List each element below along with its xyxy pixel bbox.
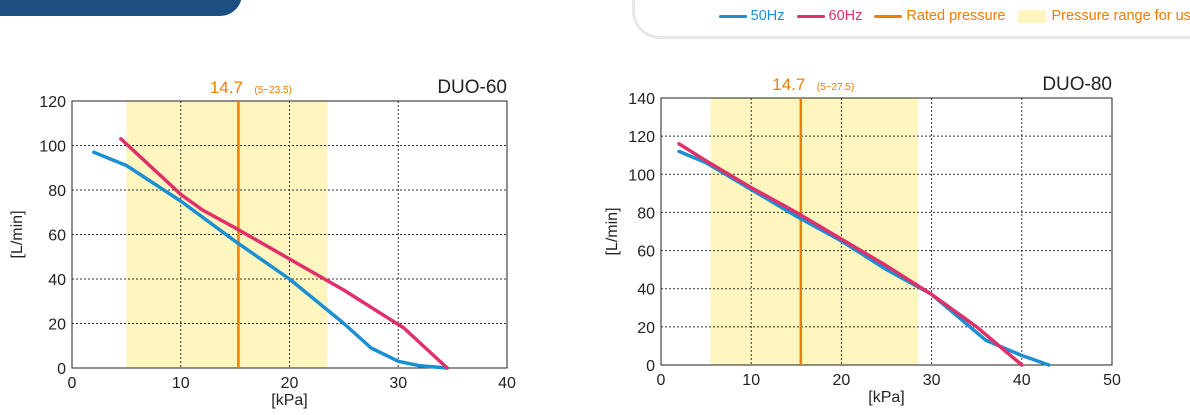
x-axis-label: [kPa] [271,392,307,409]
y-tick-label: 140 [628,91,655,108]
plot-frame [71,100,508,369]
y-tick-label: 20 [48,317,66,334]
x-tick-label: 40 [1013,372,1031,389]
y-tick-label: 40 [48,272,66,289]
y-tick-label: 40 [637,282,655,299]
y-tick-label: 100 [628,167,655,184]
rated-pressure-range-label: (5~23.5) [254,85,292,96]
x-tick-label: 30 [923,372,941,389]
x-tick-label: 20 [833,372,851,389]
legend-item-60hz: 60Hz [796,8,863,24]
legend-label-rated-pressure: Rated pressure [906,8,1006,24]
y-tick-label: 120 [39,94,66,111]
y-tick-label: 120 [628,129,655,146]
legend-item-pressure-range: Pressure range for use [1017,8,1190,24]
series-line-60hz [677,142,1024,367]
y-tick-label: 80 [48,183,66,200]
pressure-range-band [710,98,919,365]
chart-duo-80: 14.7 (5~27.5) DUO-80 0 10 20 30 40 50 0 20 40 60 80 10… [604,74,1121,406]
rated-pressure-range-label: (5~27.5) [817,82,855,93]
chart-title: DUO-60 [437,77,507,98]
legend-label-50hz: 50Hz [750,8,785,24]
legend-swatch-60hz [796,14,825,18]
legend-panel: 50Hz 60Hz Rated pressure Pressure range … [632,0,1190,39]
legend-label-60hz: 60Hz [828,8,863,24]
legend-swatch-50hz [718,14,747,18]
x-tick-label: 30 [389,375,407,392]
legend-label-pressure-range: Pressure range for use [1051,8,1190,24]
x-tick-label: 20 [281,375,299,392]
legend-swatch-rated-pressure [874,14,903,18]
y-tick-label: 80 [637,205,655,222]
x-tick-label: 10 [172,375,190,392]
x-tick-label: 40 [498,375,516,392]
chart-duo-60: 14.7 (5~23.5) DUO-60 0 10 20 30 40 0 20 40 60 80 100 1… [9,77,516,409]
series-line-50hz [92,150,449,370]
x-axis-label: [kPa] [868,389,904,406]
rated-pressure-label: 14.7 [772,75,805,94]
y-tick-label: 60 [637,244,655,261]
legend-item-rated-pressure: Rated pressure [874,8,1006,24]
x-tick-label: 0 [68,375,77,392]
series-line-60hz [119,137,449,370]
legend-item-50hz: 50Hz [718,8,785,24]
header-tab [0,0,242,16]
y-tick-label: 0 [646,358,655,375]
y-tick-label: 0 [57,361,66,378]
y-tick-label: 100 [39,139,66,156]
y-tick-label: 20 [637,320,655,337]
legend-swatch-pressure-range [1017,9,1046,23]
legend: 50Hz 60Hz Rated pressure Pressure range … [707,8,1190,24]
rated-pressure-label: 14.7 [210,78,243,97]
y-axis-label: [L/min] [604,207,621,255]
x-tick-label: 0 [657,372,666,389]
x-tick-label: 50 [1103,372,1121,389]
plot-frame [660,97,1113,366]
x-tick-label: 10 [742,372,760,389]
y-tick-label: 60 [48,228,66,245]
y-axis-label: [L/min] [9,210,26,258]
chart-title: DUO-80 [1042,74,1112,95]
